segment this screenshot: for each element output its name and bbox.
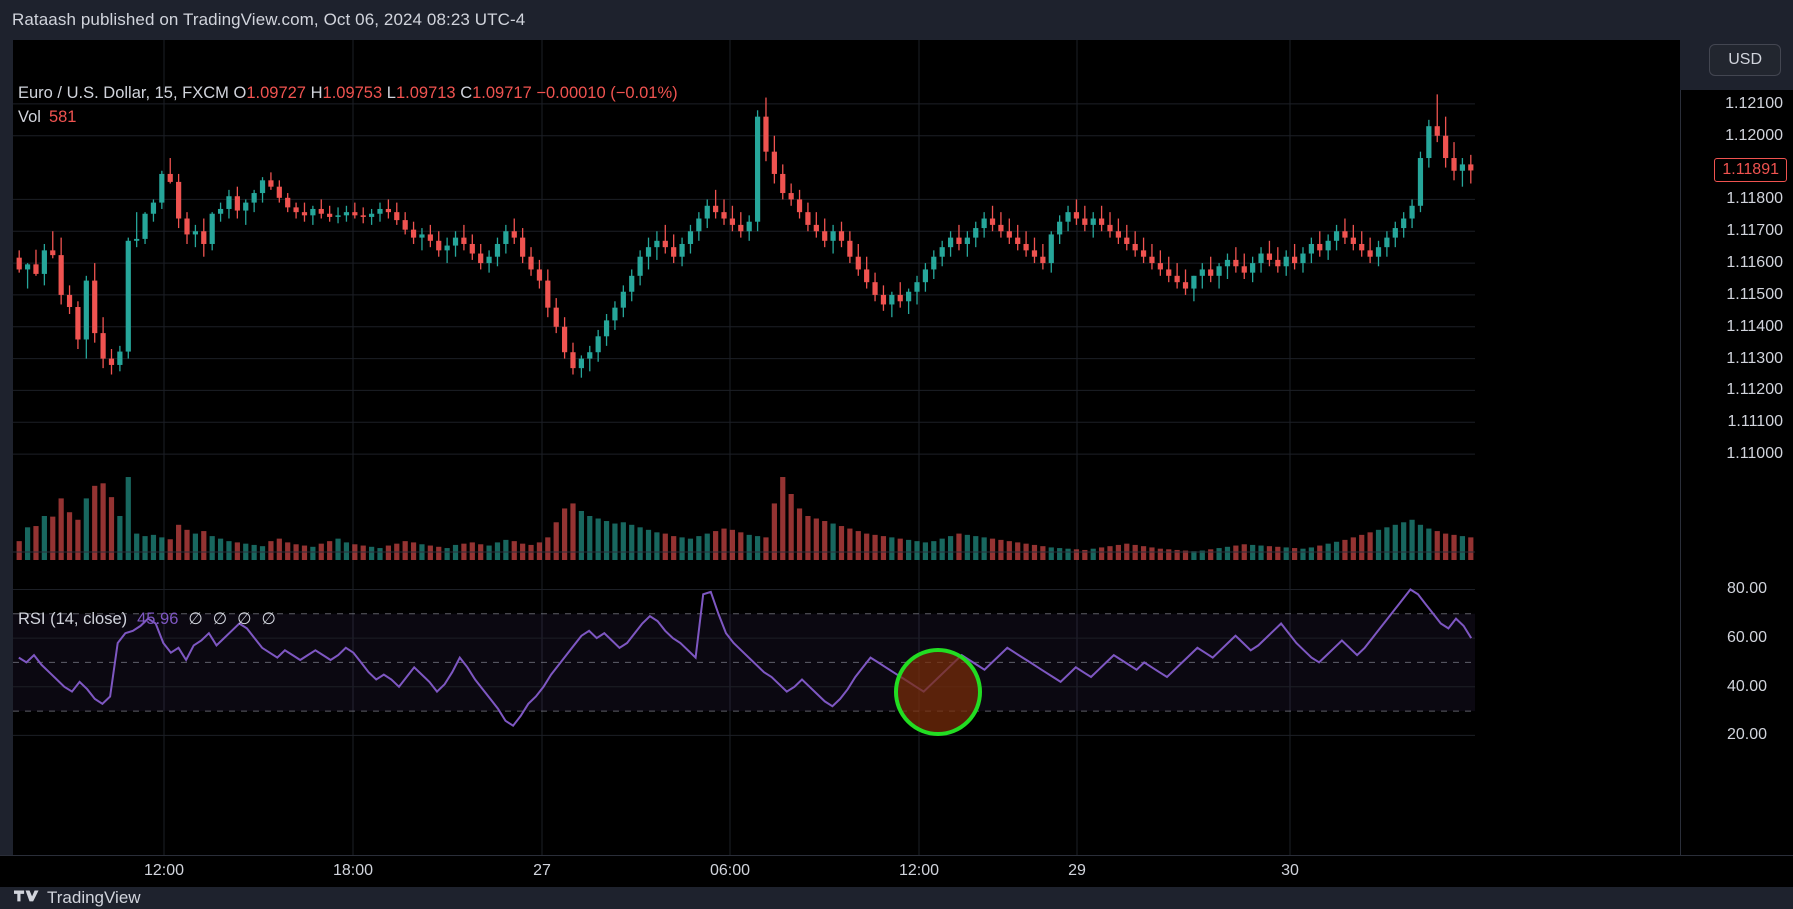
time-tick: 12:00 [898, 862, 940, 879]
main-legend[interactable]: Euro / U.S. Dollar, 15, FXCM O1.09727 H1… [18, 84, 678, 103]
legend-symbol: Euro / U.S. Dollar, 15, FXCM [18, 84, 229, 102]
rsi-tick: 60.00 [1726, 629, 1767, 647]
price-tick: 1.11700 [1726, 222, 1783, 240]
legend-high-value: 1.09753 [322, 84, 383, 102]
chart-plot-area[interactable] [13, 40, 1693, 855]
rsi-nodata-4: ∅ [261, 610, 276, 628]
legend-low-value: 1.09713 [395, 84, 456, 102]
rsi-label: RSI (14, close) [18, 610, 128, 628]
price-tick: 1.11800 [1726, 190, 1783, 208]
attribution-bar: Rataash published on TradingView.com, Oc… [0, 0, 1793, 40]
rsi-value: 45.96 [137, 610, 179, 628]
tradingview-logo-icon [14, 890, 39, 901]
time-tick: 18:00 [332, 862, 374, 879]
price-tick: 1.12000 [1725, 126, 1783, 144]
legend-open-label: O [233, 84, 247, 102]
chart-canvas [13, 40, 1475, 855]
price-axis[interactable]: 1.12100 1.12000 1.11800 1.11700 1.11600 1.115… [1680, 40, 1793, 855]
tradingview-logo[interactable]: TradingView [14, 888, 141, 908]
legend-close-label: C [460, 84, 473, 102]
price-tick: 1.11100 [1727, 413, 1783, 431]
legend-change: −0.00010 (−0.01%) [536, 84, 678, 102]
price-tick: 1.11000 [1726, 445, 1783, 463]
time-tick: 27 [533, 862, 551, 879]
legend-low-label: L [386, 84, 396, 102]
time-axis[interactable]: 12:00 18:00 27 06:00 12:00 29 30 [0, 855, 1793, 887]
price-tick: 1.11300 [1726, 349, 1783, 367]
price-tick: 1.11400 [1726, 317, 1783, 335]
time-tick: 29 [1068, 862, 1086, 879]
footer-bar: TradingView [0, 887, 1793, 909]
price-tick: 1.11500 [1726, 285, 1783, 303]
price-tick: 1.12100 [1725, 94, 1783, 112]
legend-close-value: 1.09717 [472, 84, 532, 102]
time-tick: 06:00 [709, 862, 751, 879]
volume-value: 581 [48, 108, 77, 126]
rsi-nodata-3: ∅ [237, 610, 252, 628]
volume-label: Vol [18, 108, 41, 126]
rsi-nodata-2: ∅ [212, 610, 228, 628]
last-price-label: 1.11891 [1714, 158, 1787, 183]
rsi-tick: 80.00 [1726, 580, 1767, 598]
time-tick: 30 [1281, 862, 1299, 879]
rsi-legend[interactable]: RSI (14, close) 45.96 ∅ ∅ ∅ ∅ [18, 609, 276, 629]
rsi-nodata-1: ∅ [188, 610, 203, 628]
legend-high-label: H [310, 84, 323, 102]
rsi-tick: 40.00 [1726, 677, 1767, 695]
volume-legend[interactable]: Vol 581 [18, 108, 76, 127]
tradingview-brand-text: TradingView [47, 888, 141, 907]
legend-open-value: 1.09727 [246, 84, 306, 102]
price-tick: 1.11200 [1726, 381, 1783, 399]
left-gutter [0, 40, 13, 855]
price-tick: 1.11600 [1726, 254, 1783, 272]
rsi-tick: 20.00 [1726, 726, 1767, 744]
attribution-text: Rataash published on TradingView.com, Oc… [12, 10, 526, 29]
time-tick: 12:00 [143, 862, 185, 879]
chart-frame: 1.12100 1.12000 1.11800 1.11700 1.11600 1.115… [0, 40, 1793, 855]
currency-badge[interactable]: USD [1709, 44, 1781, 76]
